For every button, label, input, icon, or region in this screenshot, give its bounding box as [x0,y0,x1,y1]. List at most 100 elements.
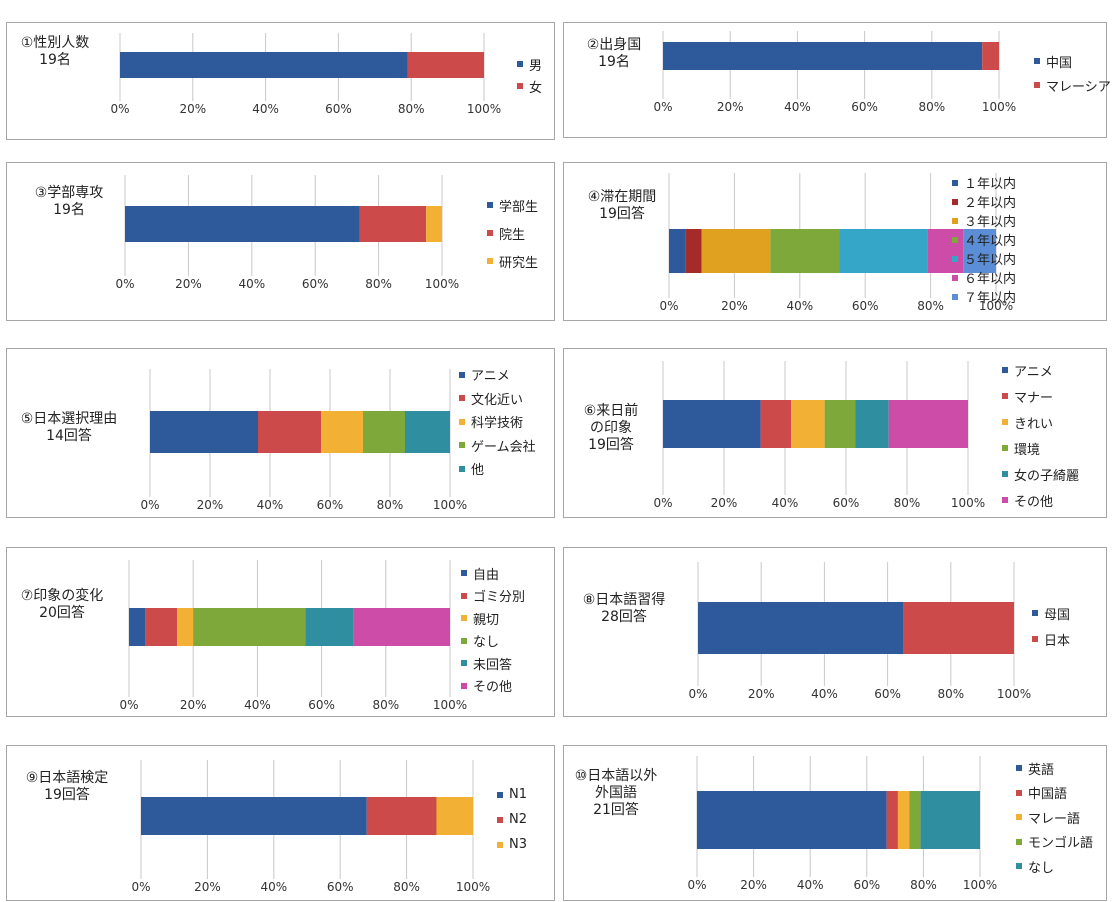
tick-label: 0% [119,698,138,712]
legend-item: 女 [517,75,542,97]
legend-label: なし [473,635,500,651]
tick-label: 80% [917,299,944,313]
legend-label: 中国語 [1028,787,1068,803]
tick-label: 60% [852,299,879,313]
legend-swatch [1016,838,1022,845]
bar-segment [120,52,408,78]
tick-label: 20% [175,277,202,291]
legend-item: 中国 [1034,49,1111,73]
tick-label: 40% [797,878,824,892]
legend: アニメ マナー きれい 環境 女の子綺麗 その他 [1002,357,1079,513]
legend-swatch [1032,610,1038,616]
legend-swatch [459,395,465,402]
legend-item: その他 [1002,487,1079,513]
tick-label: 20% [711,496,738,510]
bar-segment [426,206,442,242]
chart-title: ②出身国 19名 [586,37,642,70]
plot-area: 0% 20% 40% 60% 80% 100% [653,361,985,510]
legend-label: ゲーム会社 [471,439,536,455]
legend-swatch [1016,863,1022,870]
legend-swatch [952,198,958,205]
chart-title: ⑦印象の変化 20回答 [20,588,104,621]
legend-swatch [1002,471,1008,477]
legend-item: 院生 [487,219,538,247]
legend-swatch [952,293,958,300]
tick-label: 20% [717,100,744,114]
legend-label: なし [1028,860,1055,876]
tick-label: 60% [317,498,344,512]
legend: 自由 ゴミ分別 親切 なし 未回答 その他 [461,562,525,697]
bar-segment [177,608,194,646]
legend: 学部生 院生 研究生 [487,191,538,275]
legend-swatch [1016,789,1022,796]
bar-segment [760,400,792,448]
legend-item: ７年以内 [952,287,1016,306]
bar-segment [927,229,964,273]
legend-label: 英語 [1028,762,1055,778]
bar-segment [920,791,980,849]
plot-area: 0% 20% 40% 60% 80% 100% [110,33,501,116]
legend-label: 母国 [1044,607,1071,623]
tick-label: 0% [115,277,134,291]
legend-label: 学部生 [499,199,539,215]
legend: N1 N2 N3 [497,782,527,857]
legend: 母国 日本 [1032,600,1070,652]
tick-label: 0% [110,102,129,116]
tick-label: 40% [784,100,811,114]
legend-item: ２年以内 [952,192,1016,211]
chart-title: ⑤日本選択理由 14回答 [20,411,118,444]
legend-label: ゴミ分別 [473,590,526,606]
legend-swatch [952,274,958,281]
legend-item: 学部生 [487,191,538,219]
legend-label: 未回答 [473,657,513,673]
tick-label: 20% [180,698,207,712]
tick-label: 40% [238,277,265,291]
legend-label: N1 [509,787,527,802]
legend-swatch [461,592,467,599]
plot-area: 0% 20% 40% 60% 80% 100% [659,173,1013,313]
legend: 中国 マレーシア [1034,49,1111,97]
bar-segment [129,608,146,646]
legend-swatch [952,179,958,186]
legend-item: 他 [459,457,536,481]
legend-item: なし [1016,854,1093,879]
tick-label: 60% [325,102,352,116]
legend-item: マレー語 [1016,805,1093,830]
legend-label: マナー [1014,390,1054,406]
bar-segment [407,52,484,78]
bar-segment [669,229,686,273]
chart-panel: ⑤日本選択理由 14回答 0% 20% 40% 60% 80% 100% アニメ 文化近い 科学技… [6,348,555,518]
legend-label: アニメ [471,369,510,385]
legend-swatch [517,83,523,89]
legend-item: マレーシア [1034,73,1111,97]
legend-swatch [497,791,503,798]
legend-swatch [952,236,958,243]
legend-label: ６年以内 [964,272,1017,287]
legend-label: 女 [529,80,543,96]
legend-item: 文化近い [459,387,536,411]
legend-label: 他 [471,463,485,479]
legend-item: ５年以内 [952,249,1016,268]
bar-segment [909,791,921,849]
legend-item: 母国 [1032,600,1070,626]
legend-item: 自由 [461,562,525,585]
tick-label: 100% [467,102,501,116]
legend-label: 日本 [1044,633,1071,649]
tick-label: 80% [372,698,399,712]
bar-segment [436,797,473,835]
legend-label: N3 [509,837,527,852]
tick-label: 60% [874,687,901,701]
legend-swatch [461,660,467,667]
bar-segment [824,400,856,448]
legend-swatch [952,255,958,262]
tick-label: 60% [833,496,860,510]
chart-title: ①性別人数 19名 [20,35,90,68]
bar-segment [405,411,450,453]
tick-label: 100% [433,698,467,712]
bar-segment [305,608,354,646]
legend-swatch [461,637,467,644]
legend-swatch [1002,393,1008,399]
chart-title: ⑩日本語以外 外国語 21回答 [574,768,658,818]
tick-label: 100% [982,100,1016,114]
tick-label: 60% [308,698,335,712]
